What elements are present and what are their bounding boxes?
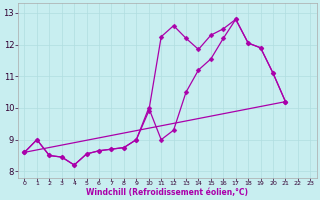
X-axis label: Windchill (Refroidissement éolien,°C): Windchill (Refroidissement éolien,°C)	[86, 188, 248, 197]
